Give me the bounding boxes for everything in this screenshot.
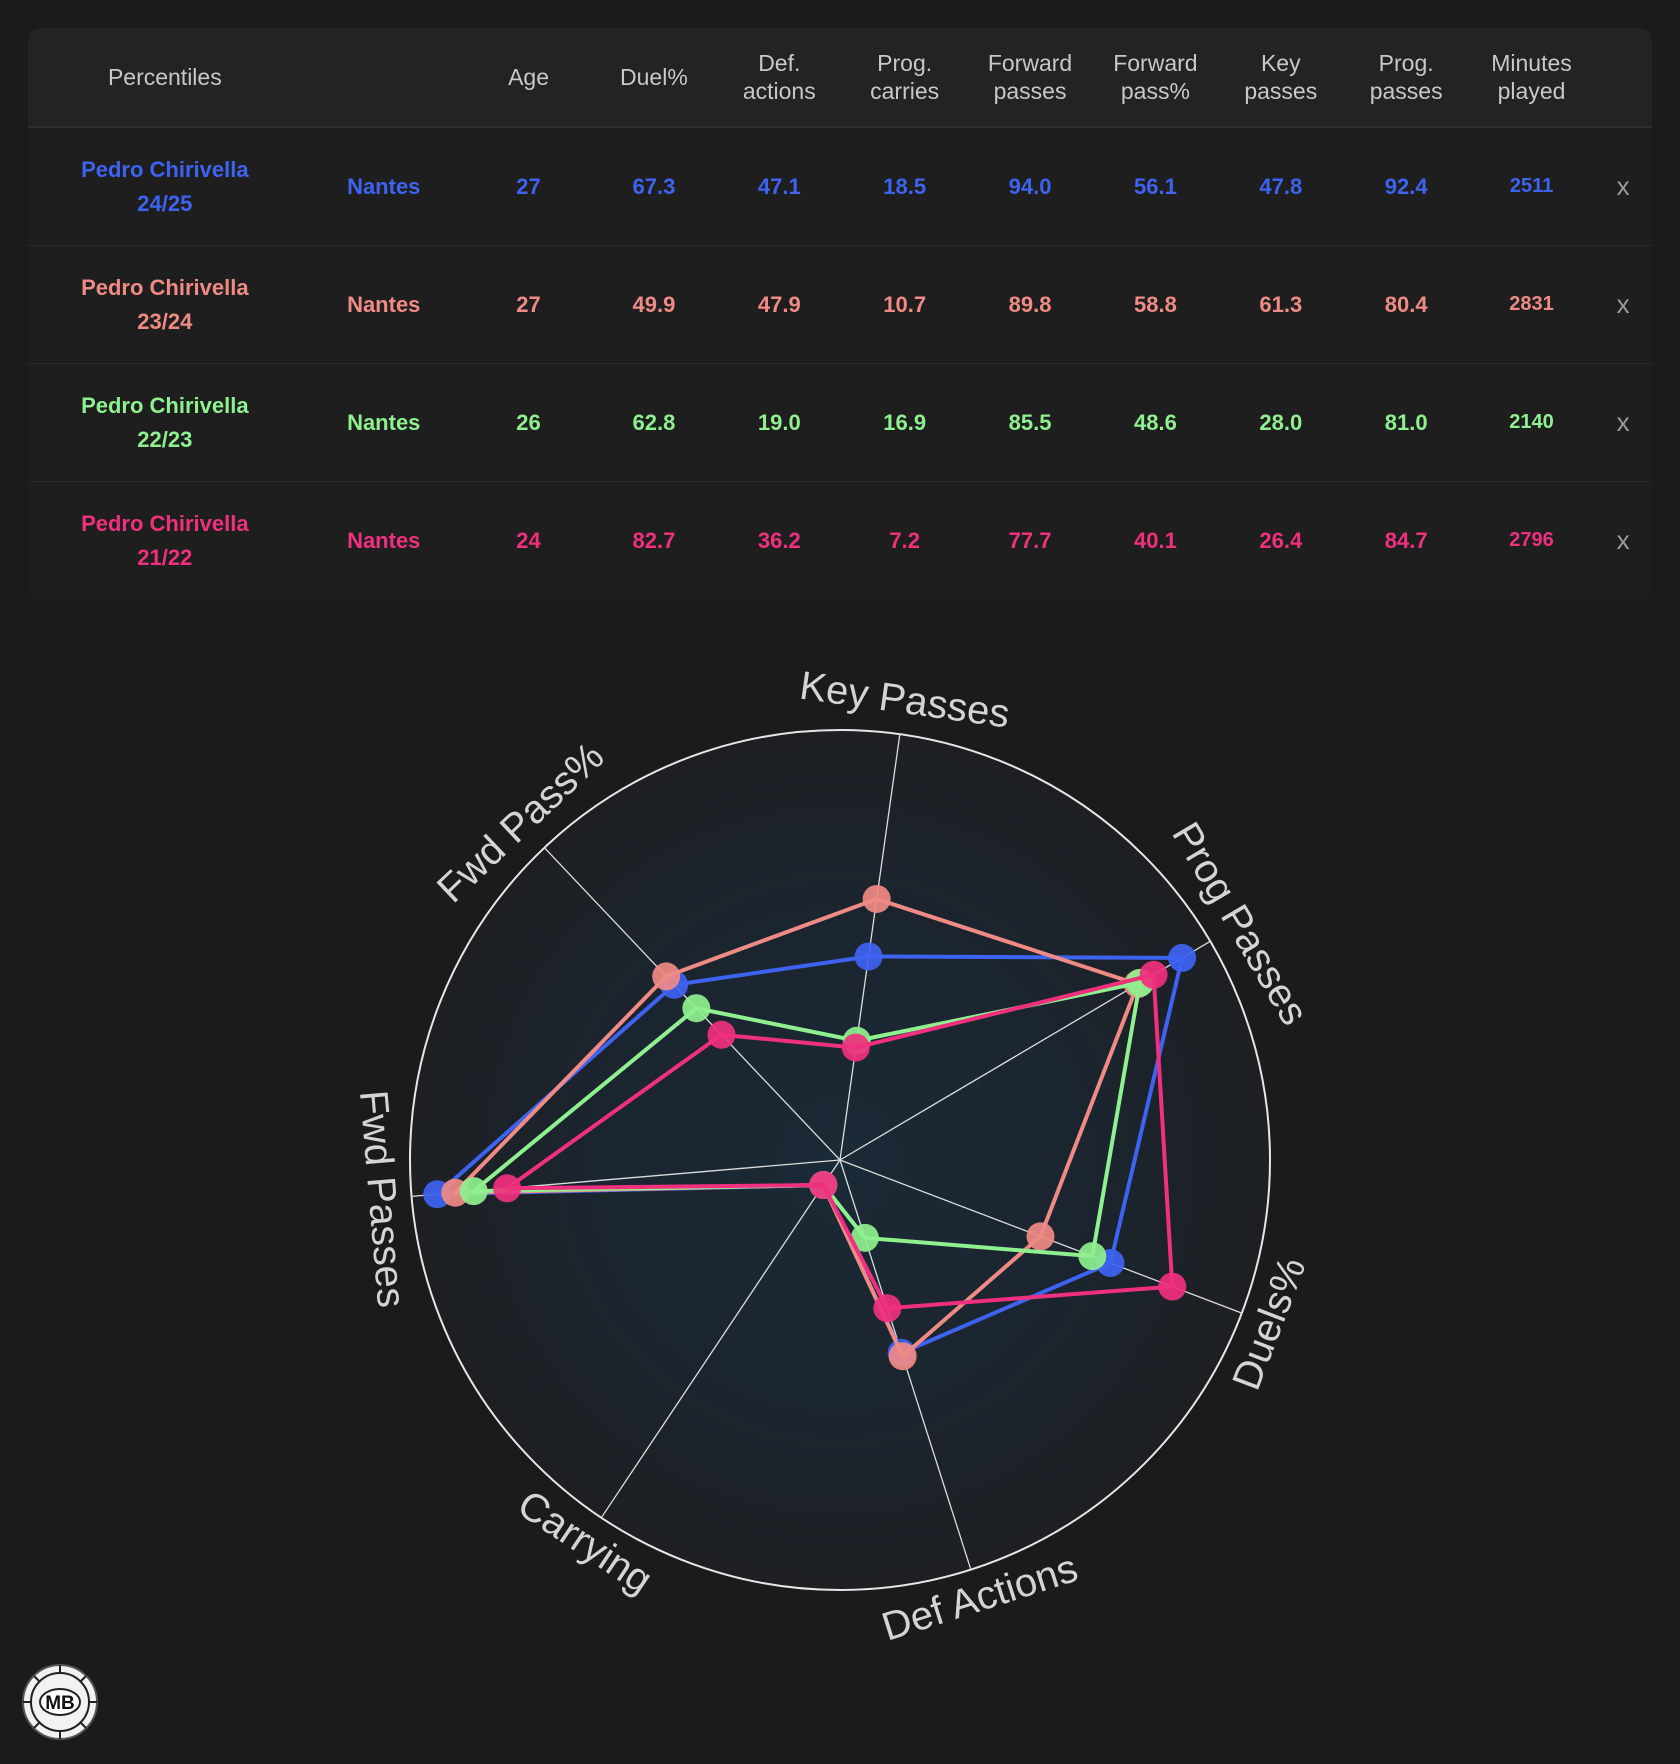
table-row: Pedro Chirivella 22/23 Nantes 26 62.8 19.… <box>28 364 1652 482</box>
header-duel: Duel% <box>620 64 688 90</box>
series-point[interactable] <box>1026 1222 1055 1251</box>
prog-carries-cell: 18.5 <box>883 173 927 199</box>
age-cell: 27 <box>516 173 541 199</box>
forward-pass-pct-cell: 48.6 <box>1133 409 1177 435</box>
remove-row-button[interactable]: x <box>1616 289 1630 319</box>
forward-pass-pct-cell: 40.1 <box>1133 527 1177 553</box>
prog-passes-cell: 80.4 <box>1384 291 1428 317</box>
duel-cell: 62.8 <box>632 409 676 435</box>
mb-logo: MB <box>22 1664 98 1740</box>
player-name-cell: Pedro Chirivella 22/23 <box>28 389 302 457</box>
player-season: 22/23 <box>137 426 193 452</box>
prog-carries-cell: 10.7 <box>883 291 927 317</box>
remove-row-button[interactable]: x <box>1616 171 1630 201</box>
header-def-actions: Def. actions <box>742 50 816 104</box>
minutes-cell: 2140 <box>1509 411 1554 433</box>
header-prog-carries: Prog. carries <box>870 50 940 104</box>
player-name[interactable]: Pedro Chirivella <box>81 156 249 182</box>
key-passes-cell: 47.8 <box>1259 173 1303 199</box>
player-name[interactable]: Pedro Chirivella <box>81 274 249 300</box>
radar-series <box>423 884 1197 1371</box>
key-passes-cell: 28.0 <box>1259 409 1303 435</box>
series-line <box>471 980 1142 1259</box>
key-passes-cell: 61.3 <box>1259 291 1303 317</box>
def-actions-cell: 47.9 <box>757 291 801 317</box>
player-season: 23/24 <box>137 308 193 334</box>
series-point[interactable] <box>493 1174 522 1203</box>
series-point[interactable] <box>707 1020 736 1049</box>
team-cell[interactable]: Nantes <box>347 291 421 317</box>
series-point[interactable] <box>682 994 711 1023</box>
header-key-passes: Key passes <box>1244 50 1318 104</box>
forward-passes-cell: 94.0 <box>1008 173 1052 199</box>
header-forward-pass-pct: Forward pass% <box>1113 50 1198 104</box>
series-line <box>505 972 1175 1311</box>
forward-passes-cell: 89.8 <box>1008 291 1052 317</box>
series-point[interactable] <box>850 1223 879 1252</box>
forward-pass-pct-cell: 56.1 <box>1133 173 1177 199</box>
logo-text: MB <box>45 1693 75 1714</box>
player-season: 21/22 <box>137 544 193 570</box>
header-forward-passes: Forward passes <box>987 50 1073 104</box>
axis-label: Key Passes <box>797 664 1012 737</box>
series-point[interactable] <box>1168 943 1197 972</box>
series-point[interactable] <box>862 884 891 913</box>
prog-passes-cell: 84.7 <box>1384 527 1428 553</box>
player-name[interactable]: Pedro Chirivella <box>81 392 249 418</box>
axis-label: Fwd Passes <box>351 1089 413 1310</box>
series-line <box>453 896 1140 1359</box>
table-row: Pedro Chirivella 23/24 Nantes 27 49.9 47.… <box>28 246 1652 364</box>
table-header: Percentiles Age Duel% Def. actions Prog. c… <box>28 28 1652 128</box>
series-point[interactable] <box>873 1294 902 1323</box>
series-point[interactable] <box>1078 1242 1107 1271</box>
header-percentiles: Percentiles <box>107 64 222 90</box>
team-cell[interactable]: Nantes <box>347 409 421 435</box>
duel-cell: 82.7 <box>632 527 676 553</box>
player-season: 24/25 <box>137 190 193 216</box>
remove-row-button[interactable]: x <box>1616 407 1630 437</box>
series-point[interactable] <box>841 1033 870 1062</box>
header-prog-passes: Prog. passes <box>1369 50 1443 104</box>
age-cell: 26 <box>516 409 541 435</box>
player-name-cell: Pedro Chirivella 24/25 <box>28 153 302 221</box>
player-name-cell: Pedro Chirivella 21/22 <box>28 507 302 575</box>
series-point[interactable] <box>1158 1272 1187 1301</box>
def-actions-cell: 36.2 <box>757 527 801 553</box>
prog-carries-cell: 16.9 <box>883 409 927 435</box>
team-cell[interactable]: Nantes <box>347 527 421 553</box>
series-point[interactable] <box>854 942 883 971</box>
key-passes-cell: 26.4 <box>1259 527 1303 553</box>
age-cell: 24 <box>516 527 541 553</box>
remove-row-button[interactable]: x <box>1616 525 1630 555</box>
radar-spoke <box>600 1159 841 1519</box>
minutes-cell: 2831 <box>1509 293 1554 315</box>
series-point[interactable] <box>809 1171 838 1200</box>
table-row: Pedro Chirivella 24/25 Nantes 27 67.3 47.… <box>28 128 1652 246</box>
team-cell[interactable]: Nantes <box>347 173 421 199</box>
header-age: Age <box>508 64 549 90</box>
minutes-cell: 2511 <box>1509 175 1554 197</box>
prog-passes-cell: 81.0 <box>1384 409 1428 435</box>
minutes-cell: 2796 <box>1509 529 1554 551</box>
player-name[interactable]: Pedro Chirivella <box>81 510 249 536</box>
duel-cell: 67.3 <box>632 173 676 199</box>
table-row: Pedro Chirivella 21/22 Nantes 24 82.7 36.… <box>28 482 1652 599</box>
series-point[interactable] <box>1139 960 1168 989</box>
series-point[interactable] <box>459 1177 488 1206</box>
def-actions-cell: 19.0 <box>757 409 801 435</box>
prog-passes-cell: 92.4 <box>1384 173 1428 199</box>
forward-passes-cell: 85.5 <box>1008 409 1052 435</box>
forward-passes-cell: 77.7 <box>1008 527 1052 553</box>
forward-pass-pct-cell: 58.8 <box>1133 291 1177 317</box>
age-cell: 27 <box>516 291 541 317</box>
series-point[interactable] <box>652 962 681 991</box>
def-actions-cell: 47.1 <box>757 173 801 199</box>
duel-cell: 49.9 <box>632 291 676 317</box>
percentiles-table: Percentiles Age Duel% Def. actions Prog. c… <box>28 28 1652 599</box>
series-point[interactable] <box>888 1342 917 1371</box>
player-name-cell: Pedro Chirivella 23/24 <box>28 271 302 339</box>
header-minutes-played: Minutes played <box>1491 50 1572 104</box>
prog-carries-cell: 7.2 <box>889 527 920 553</box>
